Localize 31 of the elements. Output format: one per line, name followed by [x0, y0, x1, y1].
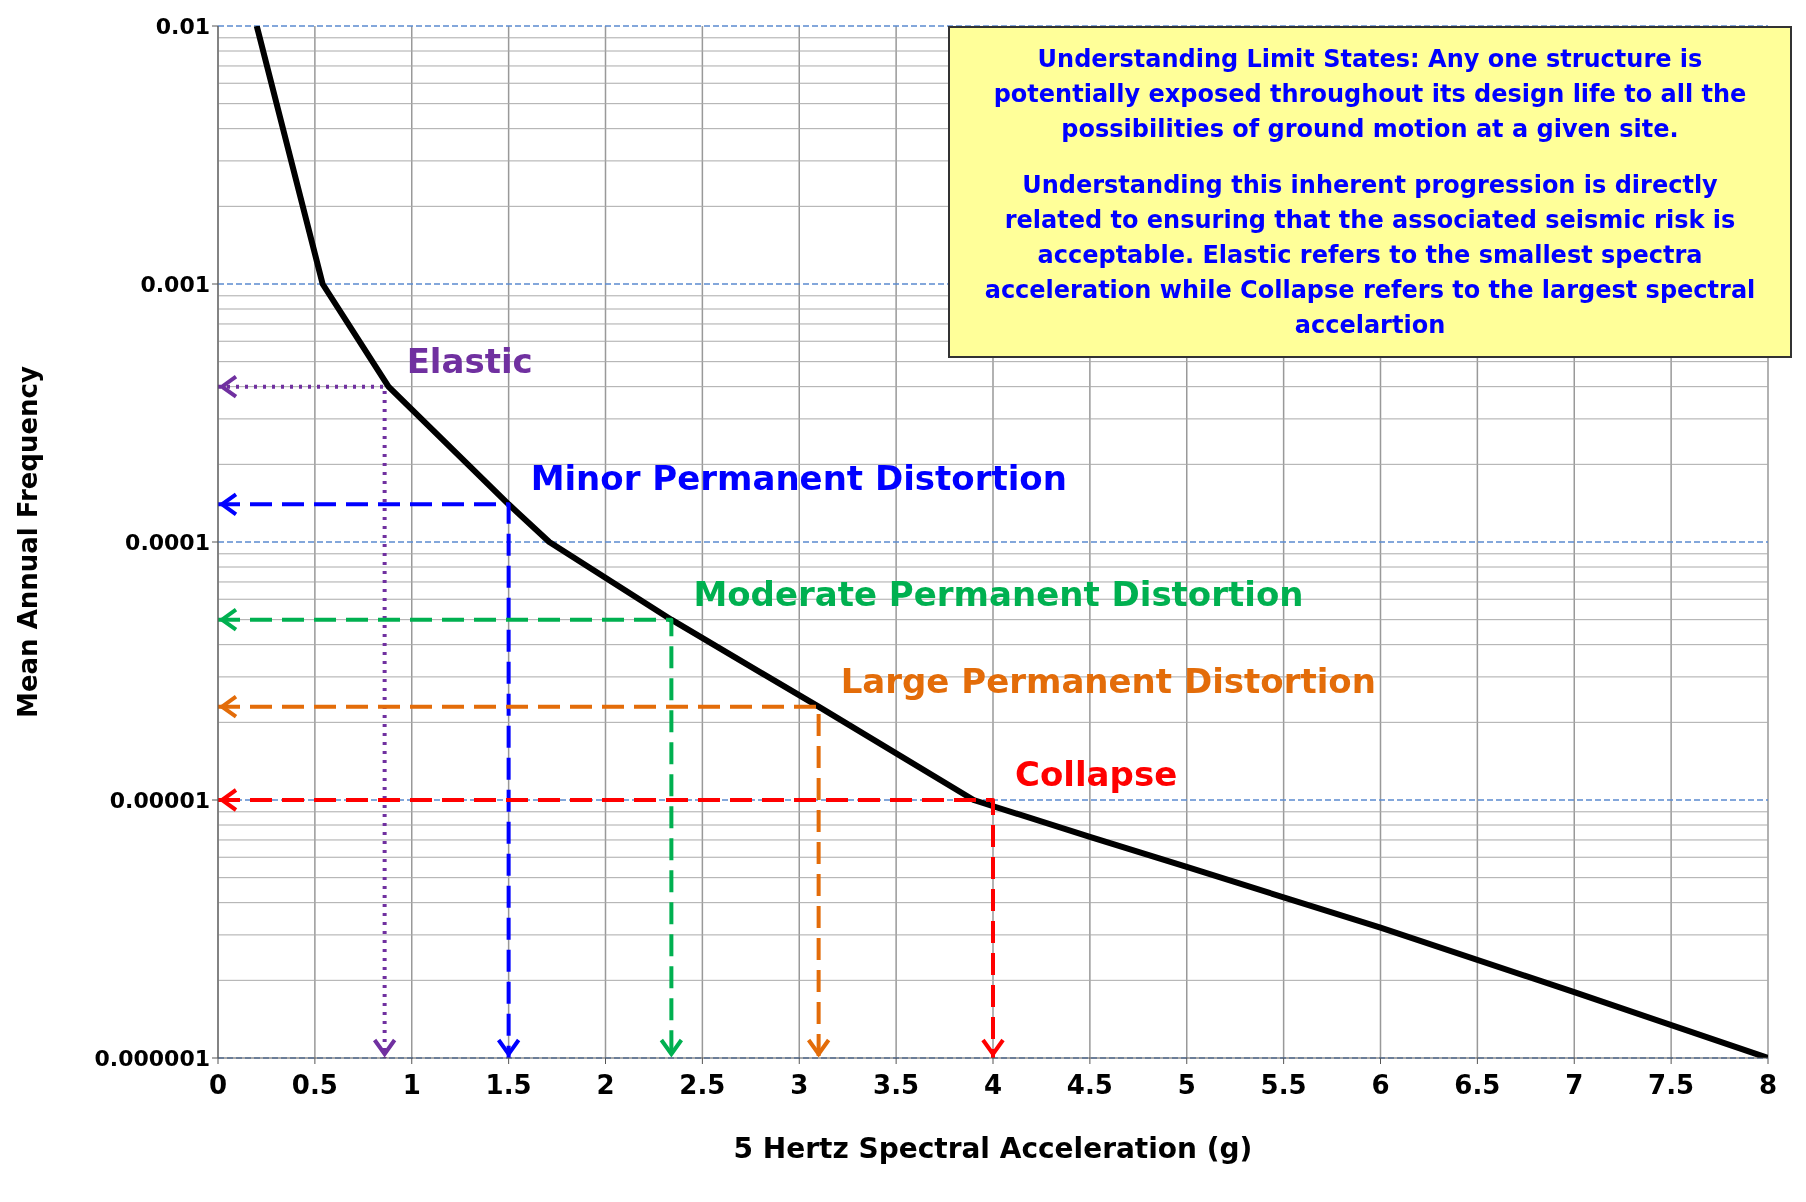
x-tick-label: 0 [208, 1070, 228, 1101]
series-label: Large Permanent Distortion [840, 660, 1376, 701]
x-tick-label: 2.5 [679, 1070, 726, 1101]
x-tick-label: 8 [1758, 1070, 1778, 1101]
x-tick-label: 5.5 [1260, 1070, 1307, 1101]
x-tick-label: 0.5 [291, 1070, 338, 1101]
x-tick-label: 3 [790, 1070, 809, 1101]
series-label: Moderate Permanent Distortion [693, 573, 1304, 614]
x-axis-title: 5 Hertz Spectral Acceleration (g) [733, 1132, 1253, 1165]
x-tick-label: 7 [1565, 1070, 1584, 1101]
y-tick-label: 0.01 [155, 13, 210, 39]
y-tick-label: 0.00001 [109, 787, 210, 813]
y-tick-label: 0.000001 [94, 1045, 210, 1071]
series-label: Collapse [1015, 754, 1178, 794]
annotation: Understanding this inherent progression is directly related to ensuring that the associated seismic risk is acceptable. Elastic refers to the smallest spectra acceleration while Collapse refers to the largest spectral accelartion [983, 170, 1757, 341]
series-label: Minor Permanent Distortion [530, 458, 1067, 499]
x-tick-label: 6 [1371, 1070, 1390, 1101]
x-tick-label: 4 [983, 1070, 1003, 1101]
x-tick-label: 5 [1177, 1070, 1196, 1101]
y-axis-title: Mean Annual Frequency [13, 365, 44, 718]
x-tick-label: 2 [596, 1070, 615, 1101]
y-tick-label: 0.0001 [125, 529, 210, 555]
x-tick-label: 3.5 [873, 1070, 920, 1101]
x-tick-label: 6.5 [1454, 1070, 1501, 1101]
x-tick-label: 7.5 [1648, 1070, 1695, 1101]
x-tick-label: 4.5 [1066, 1070, 1113, 1101]
x-tick-label: 1.5 [485, 1070, 532, 1101]
x-tick-label: 1 [402, 1070, 421, 1101]
y-tick-label: 0.001 [140, 271, 210, 297]
annotation: Understanding Limit States: Any one structure is potentially exposed throughout its design life to all the possibilities of ground motion at a given site. [992, 44, 1748, 145]
series-label: Elastic [406, 340, 533, 381]
